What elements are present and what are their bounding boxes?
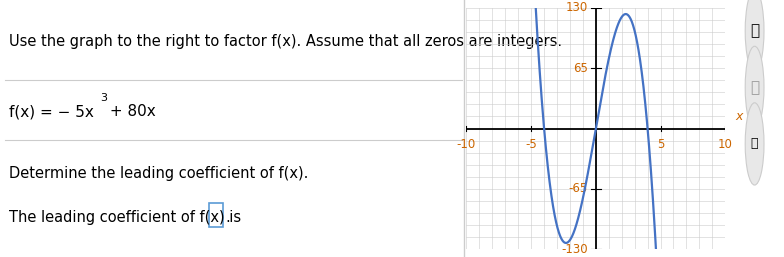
Text: 5: 5 [657,138,664,151]
Text: -65: -65 [569,182,588,195]
FancyBboxPatch shape [209,203,223,227]
Text: -5: -5 [525,138,537,151]
Circle shape [745,103,764,185]
Text: The leading coefficient of f(x) is: The leading coefficient of f(x) is [9,210,241,225]
Text: f(x) = − 5x: f(x) = − 5x [9,104,94,119]
Text: ⧉: ⧉ [751,137,758,150]
Circle shape [745,0,764,72]
Text: -130: -130 [561,243,588,256]
Text: Determine the leading coefficient of f(x).: Determine the leading coefficient of f(x… [9,166,309,181]
Text: 130: 130 [566,1,588,14]
Text: ⌕: ⌕ [750,23,759,38]
Text: x: x [735,110,743,123]
Text: 3: 3 [100,93,107,103]
Text: 65: 65 [573,62,588,75]
Text: 10: 10 [718,138,732,151]
Circle shape [745,46,764,128]
Text: + 80x: + 80x [105,104,156,119]
Text: ⌕: ⌕ [750,80,759,95]
Text: .: . [225,210,230,225]
Text: Use the graph to the right to factor f(x). Assume that all zeros are integers.: Use the graph to the right to factor f(x… [9,34,562,49]
Text: -10: -10 [457,138,476,151]
